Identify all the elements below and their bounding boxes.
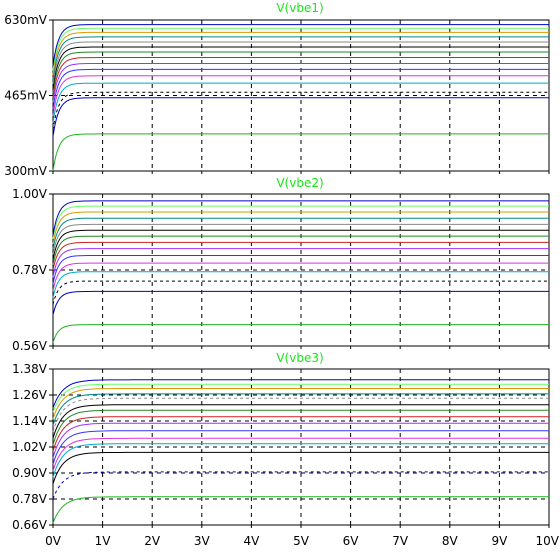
trace-line bbox=[52, 290, 549, 315]
trace-line bbox=[52, 397, 549, 432]
trace-line bbox=[52, 241, 549, 271]
trace-line bbox=[52, 36, 549, 80]
plot-pane-vbe3: V(vbe3) 1.38V 1.26V 1.14V 1.02V 0.90V 0.78V 0.… bbox=[12, 351, 560, 548]
y-tick-label: 0.78V bbox=[12, 263, 48, 277]
trace-line bbox=[52, 262, 549, 291]
trace-line bbox=[52, 133, 549, 172]
trace-line bbox=[52, 41, 549, 85]
trace-line bbox=[52, 422, 549, 458]
y-tick-label: 1.02V bbox=[12, 440, 48, 454]
plot-title-vbe1: V(vbe1) bbox=[276, 1, 323, 15]
x-tick-label: 8V bbox=[442, 534, 459, 548]
y-tick-label: 0.66V bbox=[12, 518, 48, 532]
trace-line bbox=[52, 248, 549, 277]
x-tick-label: 7V bbox=[392, 534, 409, 548]
x-tick-label: 6V bbox=[343, 534, 360, 548]
trace-line bbox=[52, 223, 549, 255]
trace-line bbox=[52, 205, 549, 239]
trace-line bbox=[52, 91, 549, 130]
trace-line bbox=[52, 235, 549, 265]
y-tick-label: 465mV bbox=[4, 89, 48, 103]
x-tick-label: 3V bbox=[194, 534, 211, 548]
y-tick-label: 630mV bbox=[4, 13, 48, 27]
x-tick-label: 5V bbox=[293, 534, 310, 548]
y-tick-label: 0.78V bbox=[12, 492, 48, 506]
x-tick-label: 2V bbox=[144, 534, 161, 548]
x-tick-label: 10V bbox=[536, 534, 560, 548]
trace-line bbox=[52, 324, 549, 343]
x-tick-label: 1V bbox=[95, 534, 112, 548]
trace-line bbox=[52, 437, 549, 471]
trace-line bbox=[52, 200, 549, 236]
plot-pane-vbe2: V(vbe2) 1.00V 0.78V 0.56V bbox=[12, 176, 550, 353]
y-tick-label: 1.38V bbox=[12, 362, 48, 376]
trace-line bbox=[52, 82, 549, 124]
y-tick-label: 0.90V bbox=[12, 466, 48, 480]
y-tick-label: 1.00V bbox=[12, 187, 48, 201]
trace-line bbox=[52, 63, 549, 103]
trace-line bbox=[52, 57, 549, 98]
trace-line bbox=[52, 255, 549, 284]
y-tick-label: 1.14V bbox=[12, 414, 48, 428]
trace-line bbox=[52, 229, 549, 260]
x-tick-label: 4V bbox=[243, 534, 260, 548]
trace-line bbox=[52, 430, 549, 465]
plot-title-vbe2: V(vbe2) bbox=[276, 176, 323, 190]
trace-line bbox=[52, 24, 549, 66]
plot-title-vbe3: V(vbe3) bbox=[276, 351, 323, 365]
trace-line bbox=[52, 496, 549, 523]
trace-line bbox=[52, 383, 549, 413]
trace-line bbox=[52, 27, 549, 71]
trace-line bbox=[52, 31, 549, 75]
trace-line bbox=[52, 280, 549, 305]
plot-pane-vbe1: V(vbe1) 630mV 465mV 300mV bbox=[4, 1, 550, 178]
trace-line bbox=[52, 393, 549, 426]
y-tick-label: 0.56V bbox=[12, 339, 48, 353]
trace-line bbox=[52, 75, 549, 117]
trace-line bbox=[52, 379, 549, 409]
trace-line bbox=[52, 46, 549, 89]
trace-line bbox=[52, 97, 549, 137]
trace-line bbox=[52, 409, 549, 445]
x-tick-label: 0V bbox=[45, 534, 62, 548]
trace-line bbox=[52, 68, 549, 110]
trace-line bbox=[52, 271, 549, 298]
trace-line bbox=[52, 416, 549, 452]
trace-line bbox=[52, 211, 549, 245]
trace-line bbox=[52, 51, 549, 94]
trace-line bbox=[52, 388, 549, 419]
trace-line bbox=[52, 404, 549, 439]
x-tick-label: 9V bbox=[491, 534, 508, 548]
y-tick-label: 1.26V bbox=[12, 388, 48, 402]
trace-line bbox=[52, 451, 549, 484]
trace-line bbox=[52, 217, 549, 250]
trace-line bbox=[52, 443, 549, 478]
trace-line bbox=[52, 471, 549, 500]
y-tick-label: 300mV bbox=[4, 164, 48, 178]
